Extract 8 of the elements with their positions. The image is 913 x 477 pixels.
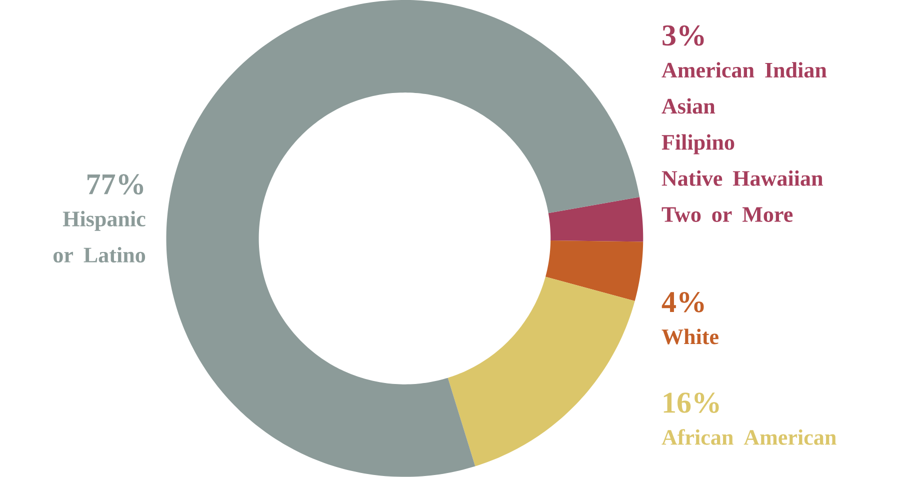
data-label: 16% <box>664 392 719 414</box>
slice-label: White <box>662 328 718 344</box>
slice-label: American Indian Asian Filipino Native Hawaiian Two or More <box>662 62 827 222</box>
slice-label: African American <box>662 429 836 445</box>
data-label: 4% <box>662 292 704 312</box>
data-label: 3% <box>662 25 704 46</box>
data-label: 77% <box>87 174 144 195</box>
slice-label: Hispanic or Latino <box>54 210 146 263</box>
